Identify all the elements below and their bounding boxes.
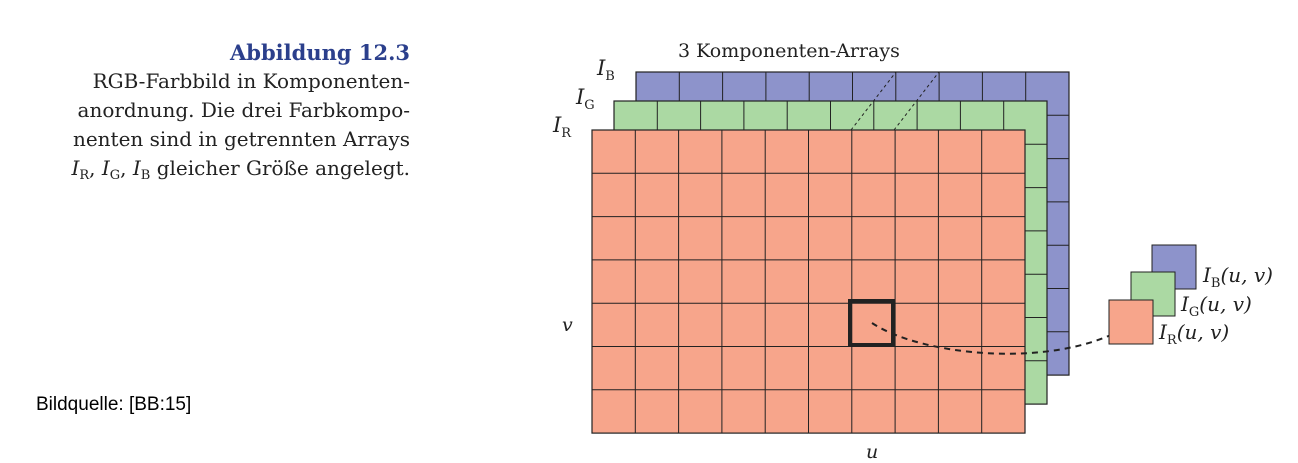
- pixel-label-b: IB(u, v): [1202, 263, 1273, 291]
- label-ig: IG: [575, 85, 595, 113]
- image-source: Bildquelle: [BB:15]: [36, 394, 192, 415]
- caption-line-2: anordnung. Die drei Farbkompo-: [77, 98, 410, 122]
- label-ir: IR: [552, 113, 572, 141]
- caption-title: Abbildung 12.3: [230, 40, 410, 65]
- figure-caption: Abbildung 12.3 RGB-Farbbild in Komponent…: [10, 38, 410, 186]
- caption-line-1: RGB-Farbbild in Komponenten-: [92, 69, 410, 93]
- depth-dash-2: [893, 71, 940, 131]
- depth-dashes: [850, 71, 940, 131]
- axis-v-label: v: [562, 314, 573, 336]
- label-ib: IB: [596, 56, 615, 84]
- pixel-arrow: [871, 322, 1127, 355]
- depth-dash-1: [850, 71, 897, 131]
- caption-line-4: IR, IG, IB gleicher Größe angelegt.: [71, 156, 410, 183]
- pixel-label-g: IG(u, v): [1180, 292, 1252, 320]
- caption-line-3: nenten sind in getrennten Arrays: [72, 127, 410, 151]
- pixel-label-r: IR(u, v): [1158, 320, 1229, 348]
- axis-u-label: u: [866, 441, 878, 463]
- selected-pixel-highlight: [848, 299, 895, 347]
- pixel-red: [1108, 299, 1154, 345]
- pixel-stack: [1108, 244, 1197, 345]
- red-array-grid: [591, 129, 1026, 434]
- diagram-heading: 3 Komponenten-Arrays: [678, 40, 900, 62]
- red-grid-lines: [592, 130, 1025, 434]
